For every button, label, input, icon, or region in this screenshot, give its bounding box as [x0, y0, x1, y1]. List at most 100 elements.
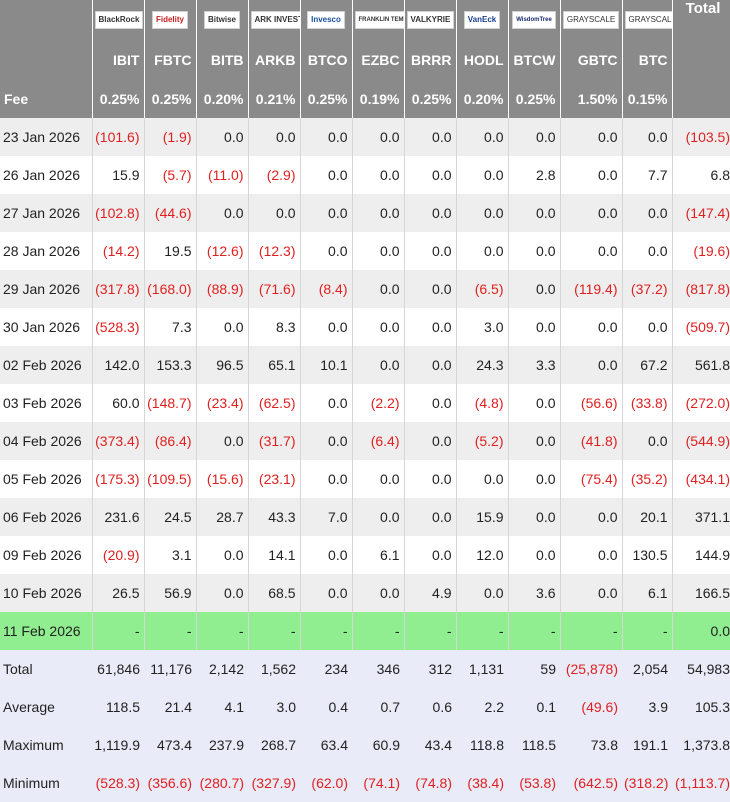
- flow-cell-btcw: 0.0: [508, 308, 561, 346]
- flow-cell-hodl: 0.0: [456, 232, 509, 270]
- ticker-ibit: IBIT: [92, 40, 145, 80]
- flow-cell-btc: (33.8): [622, 384, 673, 422]
- summary-cell-gbtc: (25,878): [560, 650, 622, 688]
- issuer-logo-invesco: Invesco: [300, 0, 353, 40]
- row-total: 144.9: [694, 547, 730, 563]
- flow-row: 03 Feb 2026 60.0 (148.7) (23.4) (62.5) 0.0 (2.…: [0, 384, 730, 422]
- logo-row: BlackRock Fidelity Bitwise ARK INVEST In…: [0, 0, 730, 118]
- flow-cell-brrr: 0.0: [404, 460, 457, 498]
- row-total: 371.1: [672, 498, 730, 536]
- ticker-hodl: HODL: [456, 40, 509, 80]
- flow-cell-btco: 7.0: [300, 498, 353, 536]
- flow-cell-btco: -: [300, 612, 353, 650]
- total-column-header: Total: [672, 0, 730, 118]
- flow-cell-btcw: 0.0: [508, 498, 561, 536]
- flow-cell-ezbc: (2.2): [352, 384, 405, 422]
- flow-cell-bitb: (88.9): [196, 270, 249, 308]
- flow-cell-gbtc: 0.0: [560, 536, 623, 574]
- issuer-logo-blackrock: BlackRock: [92, 0, 145, 40]
- flow-cell-brrr: 0.0: [404, 422, 457, 460]
- header-corner: [0, 0, 93, 40]
- flow-row: 23 Jan 2026 (101.6) (1.9) 0.0 0.0 0.0 0.0 0.0 0.…: [0, 118, 730, 156]
- flow-cell-btcw: 0.0: [508, 118, 561, 156]
- flow-cell-gbtc: 0.0: [560, 232, 623, 270]
- flow-cell-btco: 0.0: [300, 308, 353, 346]
- flow-cell-ibit: 60.0: [92, 384, 145, 422]
- flow-cell-fbtc: (168.0): [144, 270, 197, 308]
- summary-cell-gbtc: (642.5): [560, 764, 622, 802]
- summary-total: (1,113.7): [672, 764, 730, 802]
- summary-cell-ezbc: 346: [352, 650, 404, 688]
- ticker-bitb: BITB: [196, 40, 249, 80]
- fee-ibit: 0.25%: [92, 80, 145, 118]
- summary-row-maximum: Maximum 1,119.9 473.4 237.9 268.7 63.4 60.9 43.…: [0, 726, 730, 764]
- flow-cell-bitb: (15.6): [196, 460, 249, 498]
- flow-cell-bitb: -: [196, 612, 249, 650]
- row-date: 03 Feb 2026: [0, 384, 93, 422]
- flow-cell-hodl: 3.0: [456, 308, 509, 346]
- flow-cell-gbtc: 0.0: [560, 498, 623, 536]
- flow-cell-brrr: 0.0: [404, 498, 457, 536]
- flow-cell-fbtc: 24.5: [144, 498, 197, 536]
- flow-cell-bitb: (11.0): [196, 156, 249, 194]
- flow-cell-gbtc: (119.4): [560, 270, 623, 308]
- flow-cell-bitb: 28.7: [196, 498, 249, 536]
- flow-cell-btc: -: [622, 612, 673, 650]
- fee-brrr: 0.25%: [404, 80, 457, 118]
- flow-cell-arkb: (31.7): [248, 422, 301, 460]
- flow-cell-arkb: -: [248, 612, 301, 650]
- summary-cell-btc: 2,054: [622, 650, 672, 688]
- flow-row: 10 Feb 2026 26.5 56.9 0.0 68.5 0.0 0.0 4.9 0.0 3.…: [0, 574, 730, 612]
- flow-cell-btco: 0.0: [300, 460, 353, 498]
- ticker-btc: BTC: [622, 40, 673, 80]
- row-total: (19.6): [693, 243, 730, 259]
- summary-cell-ibit: 118.5: [92, 688, 144, 726]
- summary-total: 54,983: [672, 650, 730, 688]
- summary-label: Total: [0, 650, 92, 688]
- summary-cell-hodl: (38.4): [456, 764, 508, 802]
- summary-cell-ezbc: (74.1): [352, 764, 404, 802]
- flow-cell-ibit: (317.8): [92, 270, 145, 308]
- issuer-logo-vaneck: VanEck: [456, 0, 509, 40]
- flow-cell-brrr: 0.0: [404, 346, 457, 384]
- row-date: 29 Jan 2026: [0, 270, 93, 308]
- flow-cell-ezbc: 6.1: [352, 536, 405, 574]
- flow-cell-btcw: 0.0: [508, 536, 561, 574]
- flow-cell-fbtc: 56.9: [144, 574, 197, 612]
- ticker-btco: BTCO: [300, 40, 353, 80]
- summary-label: Maximum: [0, 726, 92, 764]
- summary-cell-btc: (318.2): [622, 764, 672, 802]
- flow-cell-btc: 6.1: [622, 574, 673, 612]
- flow-cell-gbtc: 0.0: [560, 156, 623, 194]
- flow-cell-btcw: 0.0: [508, 270, 561, 308]
- flow-cell-btc: 67.2: [622, 346, 673, 384]
- row-date: 28 Jan 2026: [0, 232, 93, 270]
- flow-cell-fbtc: (109.5): [144, 460, 197, 498]
- flow-row: 04 Feb 2026 (373.4) (86.4) 0.0 (31.7) 0.0 (6.4…: [0, 422, 730, 460]
- flow-cell-ibit: 26.5: [92, 574, 145, 612]
- flow-cell-hodl: (5.2): [456, 422, 509, 460]
- flow-cell-btcw: 0.0: [508, 422, 561, 460]
- flow-cell-gbtc: 0.0: [560, 574, 623, 612]
- row-total: (103.5): [672, 118, 730, 156]
- flow-cell-fbtc: 19.5: [144, 232, 197, 270]
- row-total: (272.0): [685, 395, 730, 411]
- flow-cell-fbtc: (5.7): [144, 156, 197, 194]
- flow-cell-ibit: 231.6: [92, 498, 145, 536]
- flow-cell-ibit: -: [92, 612, 145, 650]
- flow-cell-btc: 0.0: [622, 422, 673, 460]
- flow-cell-hodl: 0.0: [456, 574, 509, 612]
- flow-cell-gbtc: 0.0: [560, 308, 623, 346]
- fee-btcw: 0.25%: [508, 80, 561, 118]
- flow-cell-fbtc: (86.4): [144, 422, 197, 460]
- summary-cell-btcw: 0.1: [508, 688, 560, 726]
- flow-cell-hodl: 12.0: [456, 536, 509, 574]
- row-date: 26 Jan 2026: [0, 156, 93, 194]
- flow-cell-hodl: 0.0: [456, 156, 509, 194]
- flow-cell-btc: 0.0: [622, 118, 673, 156]
- issuer-logo-ark: ARK INVEST: [248, 0, 301, 40]
- summary-cell-btcw: (53.8): [508, 764, 560, 802]
- summary-cell-gbtc: 73.8: [560, 726, 622, 764]
- flow-row: 09 Feb 2026 (20.9) 3.1 0.0 14.1 0.0 6.1 0.0 12.0…: [0, 536, 730, 574]
- ticker-corner: [0, 40, 93, 80]
